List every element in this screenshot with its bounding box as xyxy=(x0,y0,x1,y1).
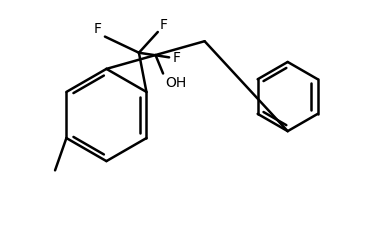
Text: OH: OH xyxy=(165,75,186,89)
Text: F: F xyxy=(160,18,168,32)
Text: F: F xyxy=(93,22,101,36)
Text: F: F xyxy=(173,51,181,65)
